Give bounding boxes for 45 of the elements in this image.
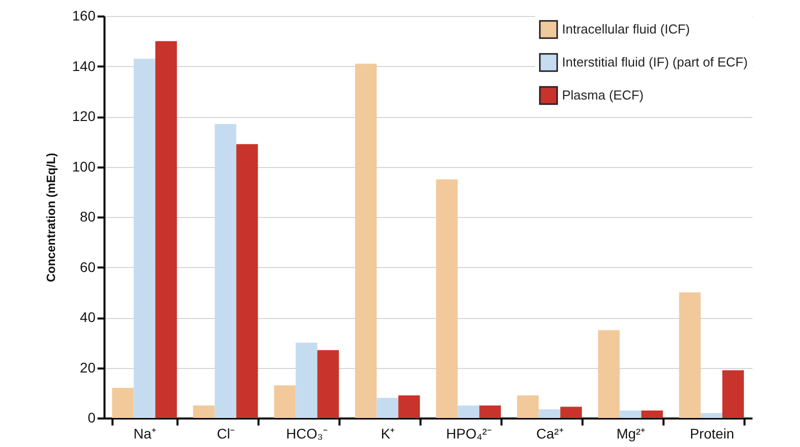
bar (112, 388, 134, 418)
x-tick-label: K⁺ (380, 426, 396, 442)
bar (458, 405, 480, 418)
y-tick-label: 100 (72, 158, 96, 174)
y-tick-label: 40 (80, 309, 96, 325)
x-tick-label: Ca²⁺ (536, 426, 564, 442)
bar (398, 395, 420, 418)
bar (641, 410, 663, 418)
bar (155, 41, 177, 418)
x-tick-label: Protein (690, 426, 734, 442)
y-tick-label: 120 (72, 108, 96, 124)
legend-label: Plasma (ECF) (562, 88, 644, 102)
bar (620, 410, 642, 418)
x-tick-label: HPO₄²⁻ (446, 426, 492, 442)
y-tick-label: 0 (88, 410, 96, 426)
y-tick-label: 20 (80, 359, 96, 376)
bar (274, 385, 296, 418)
x-tick-label: HCO₃⁻ (286, 426, 328, 442)
bar (436, 179, 458, 418)
bar (598, 330, 620, 418)
bar (134, 58, 156, 418)
bar (376, 398, 398, 418)
bar (700, 412, 722, 418)
bar (355, 64, 377, 418)
y-tick-label: 80 (80, 208, 96, 224)
bar (679, 292, 701, 418)
y-tick-label: 60 (80, 258, 96, 275)
bar (517, 395, 539, 418)
bar (479, 405, 501, 418)
bar (193, 405, 215, 418)
x-tick-label: Na⁺ (134, 426, 156, 442)
bar (236, 144, 258, 418)
legend-label: Interstitial fluid (IF) (part of ECF) (562, 54, 748, 70)
bar (722, 370, 744, 418)
bar (296, 342, 318, 418)
legend-label: Intracellular fluid (ICF) (562, 22, 690, 36)
y-tick-label: 160 (72, 8, 96, 24)
bar (214, 124, 236, 418)
bar (538, 409, 560, 418)
x-tick-label: Mg²⁺ (616, 426, 646, 442)
x-tick-label: Cl⁻ (216, 426, 236, 442)
bar (560, 406, 582, 418)
y-tick-label: 140 (72, 58, 96, 74)
y-axis-title: Concentration (mEq/L) (44, 152, 58, 282)
bar (317, 350, 339, 418)
